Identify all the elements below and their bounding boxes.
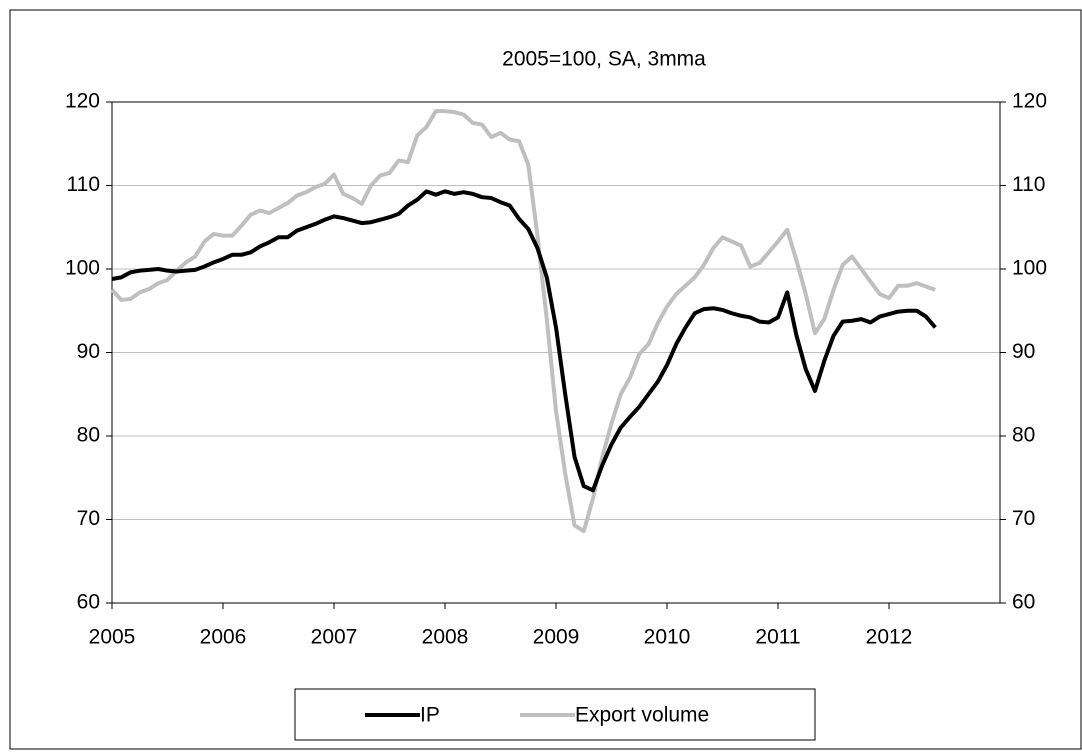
y-tick-label: 120 — [65, 90, 100, 113]
x-tick-label: 2010 — [644, 626, 691, 649]
y2-tick-label: 90 — [1012, 340, 1035, 363]
y-tick-label: 90 — [77, 340, 100, 363]
y2-tick-label: 60 — [1012, 591, 1035, 614]
legend-label: IP — [420, 704, 440, 727]
y2-tick-label: 80 — [1012, 424, 1035, 447]
x-tick-label: 2005 — [89, 626, 136, 649]
y2-tick-label: 100 — [1012, 257, 1047, 280]
x-tick-label: 2009 — [533, 626, 580, 649]
x-tick-label: 2006 — [200, 626, 247, 649]
y2-tick-label: 110 — [1012, 173, 1045, 196]
line-series — [111, 189, 937, 493]
chart-title: 2005=100, SA, 3mma — [502, 48, 706, 71]
x-tick-label: 2008 — [422, 626, 469, 649]
y-tick-label: 60 — [77, 591, 100, 614]
y2-tick-label: 120 — [1012, 90, 1047, 113]
y2-tick-label: 70 — [1012, 507, 1035, 530]
y-tick-label: 80 — [77, 424, 100, 447]
chart-border — [9, 9, 1082, 750]
x-tick-label: 2007 — [311, 626, 358, 649]
legend-label: Export volume — [575, 704, 709, 727]
x-tick-label: 2012 — [866, 626, 913, 649]
y-tick-label: 70 — [77, 507, 100, 530]
line-series — [110, 109, 936, 534]
x-tick-label: 2011 — [755, 626, 800, 649]
y-tick-label: 100 — [65, 257, 100, 280]
plot-area — [111, 101, 1001, 604]
y-tick-label: 110 — [67, 173, 100, 196]
